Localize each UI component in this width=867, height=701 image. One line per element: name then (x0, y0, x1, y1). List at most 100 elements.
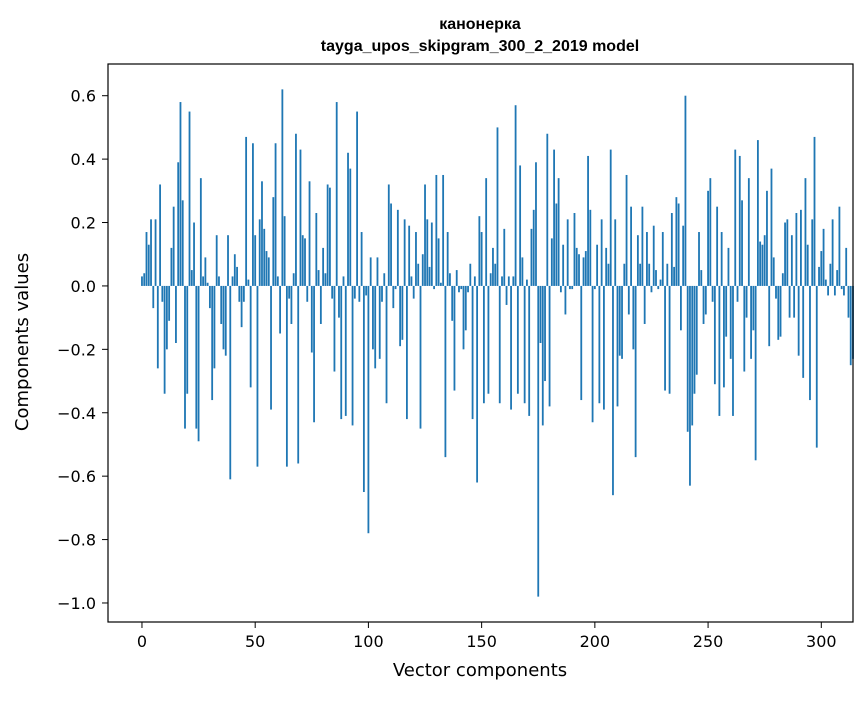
bar (229, 285, 232, 480)
bar (686, 285, 689, 432)
bar (813, 136, 816, 286)
bar (675, 197, 678, 286)
bar (437, 238, 440, 286)
bar (170, 247, 173, 286)
bar (424, 184, 426, 286)
bar (530, 228, 533, 286)
bar (387, 184, 390, 286)
bar (288, 285, 291, 299)
bar (301, 235, 304, 286)
bar (179, 102, 182, 286)
bar (369, 257, 372, 286)
bar (670, 213, 673, 286)
bar (381, 285, 383, 302)
bar (324, 273, 327, 286)
bar (276, 276, 279, 286)
bar (761, 244, 764, 286)
bar (641, 206, 644, 286)
bar (725, 285, 728, 337)
bar (736, 285, 739, 302)
bar (410, 276, 413, 286)
bar (329, 187, 331, 286)
bar (338, 285, 340, 318)
bar (306, 285, 309, 302)
bar (677, 203, 680, 286)
bar (716, 206, 719, 286)
bar (691, 285, 694, 426)
bar (417, 263, 420, 286)
bar (256, 285, 259, 467)
bar (661, 232, 664, 286)
bar (451, 285, 454, 321)
bar (754, 285, 757, 461)
bar (349, 168, 352, 286)
bar (392, 285, 395, 309)
bar (238, 285, 241, 302)
bar (838, 206, 841, 286)
bar (729, 285, 732, 359)
bar (412, 285, 415, 299)
bar (833, 285, 836, 296)
bar (616, 285, 619, 407)
bar (403, 219, 406, 286)
bar (480, 232, 483, 286)
bar (745, 285, 748, 318)
bar (612, 285, 614, 496)
bar (575, 247, 578, 286)
bar (367, 285, 370, 534)
y-tick-label: 0.2 (71, 214, 96, 233)
bar (707, 190, 709, 286)
bar (195, 285, 198, 429)
bar (650, 285, 653, 293)
bar (627, 285, 630, 315)
bar (331, 285, 334, 299)
bar (181, 200, 184, 286)
bar (231, 276, 234, 286)
bar (682, 225, 685, 286)
bar (564, 285, 567, 315)
bar (254, 235, 257, 286)
bar (444, 285, 447, 458)
bar (797, 285, 800, 356)
bar (516, 285, 519, 394)
bar (376, 257, 379, 286)
bar (510, 285, 512, 410)
bar (657, 285, 660, 290)
bar (464, 285, 467, 331)
bar (487, 285, 490, 394)
bar (659, 279, 662, 286)
bar (598, 285, 601, 404)
bar (453, 285, 456, 391)
bar (419, 285, 422, 429)
bar (541, 285, 544, 426)
bar (571, 285, 574, 290)
bar (603, 285, 605, 410)
bar (596, 244, 599, 286)
bar (428, 266, 431, 286)
x-tick-label: 0 (137, 632, 147, 651)
bar (471, 285, 474, 420)
bar (249, 285, 252, 388)
bars-group (141, 89, 854, 597)
bar (430, 222, 433, 286)
bar (503, 228, 506, 286)
bar (143, 273, 146, 286)
bar (141, 276, 143, 286)
bar (539, 285, 542, 343)
bar (159, 184, 161, 286)
bar (492, 247, 494, 286)
bar (290, 285, 293, 324)
bar (227, 235, 229, 286)
x-tick-label: 100 (353, 632, 384, 651)
bar (351, 285, 354, 426)
bar (849, 285, 852, 366)
bar (738, 155, 741, 286)
bar (609, 149, 612, 286)
bar (270, 285, 272, 410)
bar (580, 285, 583, 401)
bar (548, 285, 551, 407)
y-tick-label: −0.4 (57, 404, 96, 423)
bar (519, 165, 522, 286)
bar (673, 266, 676, 286)
bar (421, 254, 424, 286)
